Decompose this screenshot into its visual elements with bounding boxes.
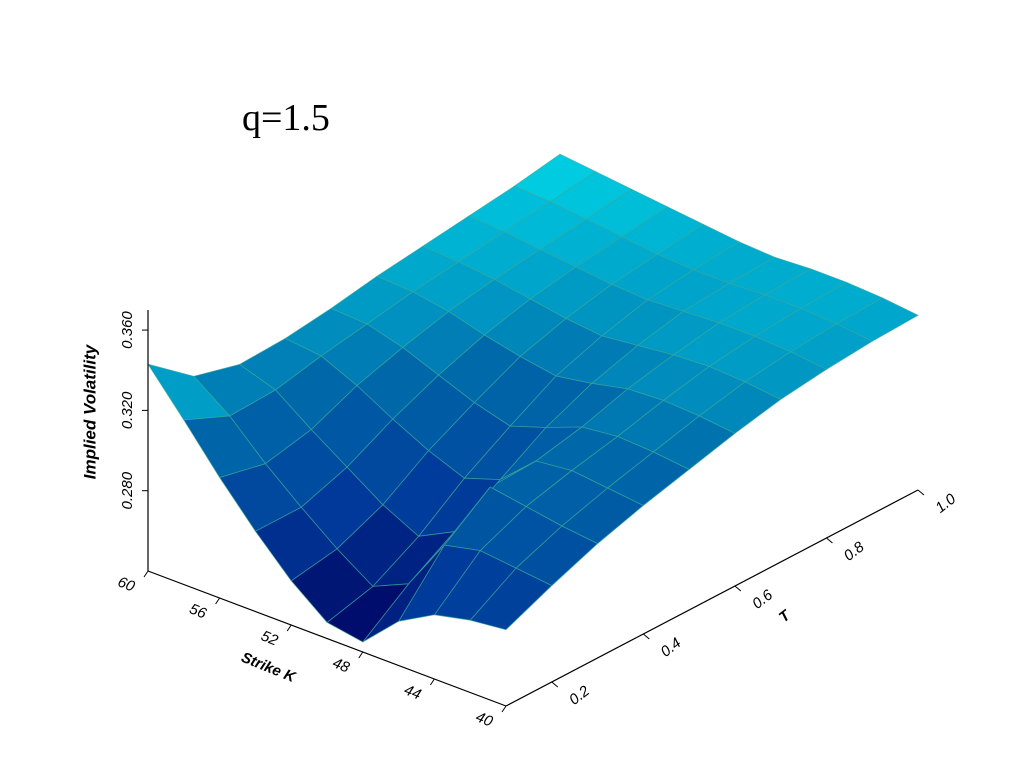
k-tick — [358, 651, 364, 659]
t-tick-label: 0.4 — [658, 634, 685, 660]
k-tick-label: 56 — [187, 601, 209, 623]
k-axis-line — [147, 570, 507, 707]
k-tick — [143, 570, 149, 578]
t-axis-title: T — [776, 606, 795, 626]
k-tick — [429, 678, 435, 686]
k-tick-label: 40 — [473, 709, 495, 731]
surface-mesh — [147, 153, 919, 643]
k-tick — [501, 705, 507, 713]
t-tick-label: 0.6 — [749, 586, 776, 613]
t-axis-line — [505, 489, 919, 707]
iv-tick-label: 0.280 — [119, 471, 136, 509]
t-tick-label: 0.2 — [566, 682, 593, 709]
iv-axis-title: Implied Volatility — [80, 343, 99, 479]
k-tick — [215, 597, 221, 605]
k-axis-title: Strike K — [239, 649, 299, 686]
t-tick-label: 0.8 — [841, 538, 868, 565]
t-tick — [643, 633, 650, 640]
k-tick-label: 44 — [402, 682, 424, 704]
iv-tick-label: 0.360 — [119, 311, 136, 349]
k-tick-label: 52 — [258, 628, 280, 650]
t-tick-label: 1.0 — [932, 490, 959, 517]
t-tick — [734, 585, 742, 592]
iv-tick-label: 0.320 — [119, 391, 136, 429]
t-tick — [551, 681, 559, 688]
axes — [142, 310, 925, 713]
t-tick — [917, 489, 925, 496]
surface-patch — [147, 363, 231, 421]
k-tick-label: 48 — [330, 655, 352, 677]
chart-title: q=1.5 — [242, 97, 330, 139]
k-tick-label: 60 — [115, 574, 137, 596]
k-tick — [286, 624, 292, 632]
t-tick — [826, 537, 833, 544]
